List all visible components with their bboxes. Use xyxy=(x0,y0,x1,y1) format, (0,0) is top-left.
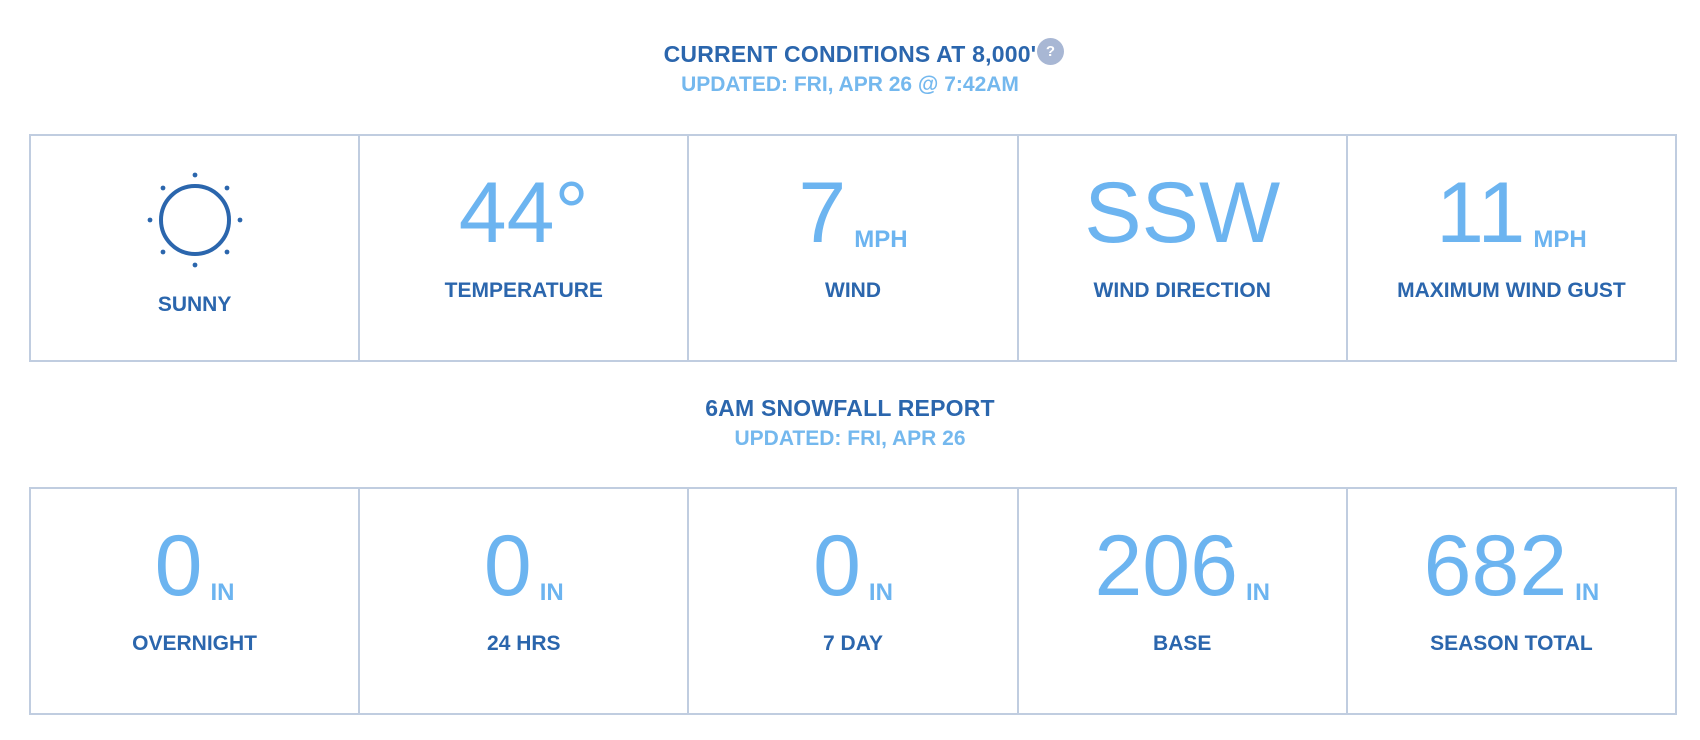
sun-icon xyxy=(145,170,245,270)
wind-gust-value: 11 xyxy=(1436,165,1526,261)
wind-gust-label: MAXIMUM WIND GUST xyxy=(1397,279,1626,302)
7day-unit: IN xyxy=(868,579,893,606)
temperature-label: TEMPERATURE xyxy=(444,279,603,302)
conditions-cell-wind-gust: 11 MPH MAXIMUM WIND GUST xyxy=(1348,136,1675,360)
base-unit: IN xyxy=(1245,579,1270,606)
snowfall-updated: UPDATED: FRI, APR 26 xyxy=(734,427,966,450)
conditions-header: CURRENT CONDITIONS AT 8,000' UPDATED: FR… xyxy=(0,38,1700,100)
snowfall-cell-24hrs: 0 IN 24 HRS xyxy=(360,489,690,713)
overnight-unit: IN xyxy=(210,579,235,606)
snowfall-grid: 0 IN OVERNIGHT 0 IN 24 HRS 0 IN 7 DAY 20… xyxy=(29,487,1677,715)
wind-direction-label: WIND DIRECTION xyxy=(1093,279,1271,302)
snowfall-header: 6AM SNOWFALL REPORT UPDATED: FRI, APR 26 xyxy=(0,392,1700,454)
conditions-updated: UPDATED: FRI, APR 26 @ 7:42AM xyxy=(681,73,1019,96)
season-total-value: 682 xyxy=(1423,518,1568,614)
7day-label: 7 DAY xyxy=(823,632,883,655)
24hrs-unit: IN xyxy=(539,579,564,606)
conditions-title: CURRENT CONDITIONS AT 8,000' xyxy=(663,41,1037,67)
base-label: BASE xyxy=(1153,632,1212,655)
snowfall-cell-base: 206 IN BASE xyxy=(1019,489,1348,713)
wind-value: 7 xyxy=(798,165,847,261)
conditions-cell-wind: 7 MPH WIND xyxy=(689,136,1019,360)
wind-gust-unit: MPH xyxy=(1533,226,1587,253)
season-total-unit: IN xyxy=(1575,579,1600,606)
conditions-cell-wind-direction: SSW WIND DIRECTION xyxy=(1019,136,1348,360)
conditions-cell-sky: SUNNY xyxy=(31,136,361,360)
season-total-label: SEASON TOTAL xyxy=(1430,632,1593,655)
conditions-grid: SUNNY 44° TEMPERATURE 7 MPH WIND SSW WIN… xyxy=(29,134,1677,362)
temperature-value: 44° xyxy=(458,165,589,261)
base-value: 206 xyxy=(1094,518,1238,614)
24hrs-label: 24 HRS xyxy=(487,632,561,655)
snowfall-title: 6AM SNOWFALL REPORT xyxy=(705,395,995,421)
help-icon[interactable]: ? xyxy=(1037,38,1064,65)
overnight-label: OVERNIGHT xyxy=(132,632,258,655)
conditions-cell-temperature: 44° TEMPERATURE xyxy=(360,136,690,360)
wind-label: WIND xyxy=(825,279,881,302)
snowfall-cell-season-total: 682 IN SEASON TOTAL xyxy=(1348,489,1675,713)
snowfall-cell-7day: 0 IN 7 DAY xyxy=(689,489,1019,713)
wind-direction-value: SSW xyxy=(1084,165,1281,261)
overnight-value: 0 xyxy=(154,518,203,614)
snowfall-cell-overnight: 0 IN OVERNIGHT xyxy=(31,489,361,713)
wind-unit: MPH xyxy=(854,226,908,253)
sky-label: SUNNY xyxy=(157,293,232,316)
24hrs-value: 0 xyxy=(483,518,532,614)
7day-value: 0 xyxy=(813,518,861,614)
